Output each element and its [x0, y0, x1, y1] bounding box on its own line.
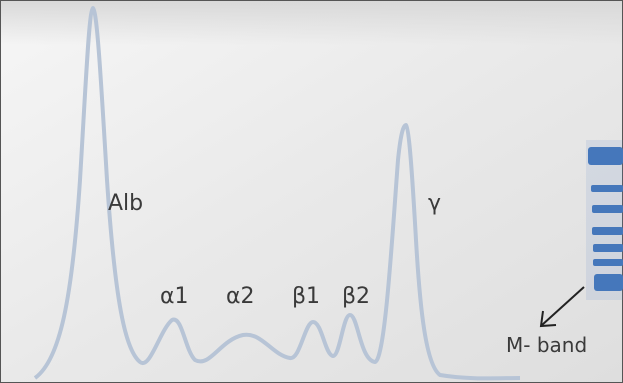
background: [0, 0, 623, 383]
gamma-label: γ: [428, 191, 441, 216]
m-band-label: M- band: [506, 333, 587, 357]
beta2-label: β2: [342, 284, 370, 309]
beta1-label: β1: [292, 284, 320, 309]
alpha2-label: α2: [226, 284, 255, 309]
gel-lane: [586, 140, 623, 300]
alpha1-label: α1: [160, 284, 189, 309]
alb-label: Alb: [108, 191, 143, 216]
electrophoresis-image: Alb α1 α2 β1 β2 γ M- band: [0, 0, 623, 383]
